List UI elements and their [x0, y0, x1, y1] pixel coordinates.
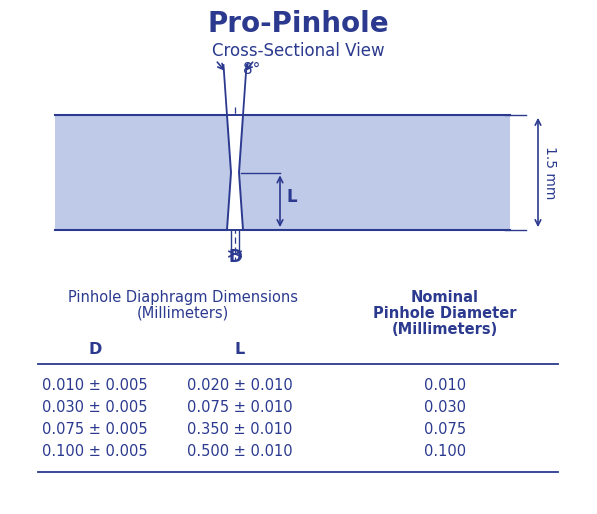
Text: 0.030: 0.030	[424, 400, 466, 415]
Text: 8°: 8°	[243, 63, 260, 78]
Text: 1.5 mm: 1.5 mm	[543, 146, 557, 199]
Text: (Millimeters): (Millimeters)	[392, 322, 498, 337]
Text: Pinhole Diaphragm Dimensions: Pinhole Diaphragm Dimensions	[67, 290, 297, 305]
Text: 0.500 ± 0.010: 0.500 ± 0.010	[187, 444, 293, 459]
Text: Pro-Pinhole: Pro-Pinhole	[207, 10, 389, 38]
Text: 0.010 ± 0.005: 0.010 ± 0.005	[42, 378, 148, 393]
Text: D: D	[88, 342, 101, 357]
Text: 0.100: 0.100	[424, 444, 466, 459]
Text: D: D	[228, 248, 242, 266]
Text: 0.030 ± 0.005: 0.030 ± 0.005	[42, 400, 147, 415]
Polygon shape	[227, 115, 243, 230]
Text: 0.100 ± 0.005: 0.100 ± 0.005	[42, 444, 148, 459]
Text: Nominal: Nominal	[411, 290, 479, 305]
Text: 0.350 ± 0.010: 0.350 ± 0.010	[187, 422, 293, 437]
Text: L: L	[286, 188, 297, 206]
Text: Cross-Sectional View: Cross-Sectional View	[212, 42, 384, 60]
Text: L: L	[235, 342, 245, 357]
Text: 0.010: 0.010	[424, 378, 466, 393]
Text: Pinhole Diameter: Pinhole Diameter	[373, 306, 517, 321]
Bar	[55, 115, 510, 230]
Text: (Millimeters): (Millimeters)	[136, 306, 229, 321]
Text: 0.075: 0.075	[424, 422, 466, 437]
Text: 0.075 ± 0.010: 0.075 ± 0.010	[187, 400, 293, 415]
Text: 0.075 ± 0.005: 0.075 ± 0.005	[42, 422, 148, 437]
Text: 0.020 ± 0.010: 0.020 ± 0.010	[187, 378, 293, 393]
